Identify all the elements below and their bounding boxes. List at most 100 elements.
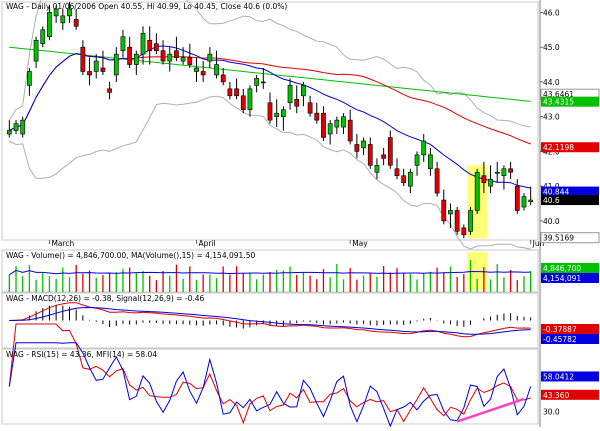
macd-legend: WAG - MACD(12,26) = -0.38, Signal(12,26,… (6, 294, 205, 303)
candle-body (120, 36, 126, 51)
rsi-callout-label-0: 58.0412 (543, 372, 574, 381)
candle-body (227, 88, 233, 97)
macd-callout-label-0: -0.37887 (543, 325, 577, 334)
candle-body (60, 15, 66, 24)
price-callout-label-5: 39.5169 (543, 234, 574, 243)
candle-body (174, 50, 179, 58)
candle-body (354, 144, 360, 152)
macd-line (9, 302, 531, 338)
price-callout-box-5 (540, 232, 600, 244)
macd-callout-box-0 (541, 324, 599, 334)
volume-callout-label-1: 4,154,091 (543, 274, 581, 283)
candle-body (461, 227, 467, 236)
candle-body (100, 67, 106, 72)
candle-body (468, 210, 473, 232)
candle-body (254, 78, 260, 86)
candle-body (394, 168, 400, 177)
price-callout-label-1: 43.4315 (543, 98, 574, 107)
candle-body (240, 95, 246, 111)
rsi-callout-box-0 (541, 371, 599, 382)
price-callout-box-3 (541, 186, 599, 197)
candle-body (401, 175, 407, 183)
candle-body (321, 112, 326, 138)
candle-body (287, 85, 293, 104)
macd-signal-line (9, 306, 531, 335)
candle-body (347, 119, 353, 142)
macd-callout-label-1: -0.45782 (543, 335, 577, 344)
candle-body (274, 112, 280, 117)
volume-legend: WAG - Volume() = 4,846,700.00, MA(Volume… (6, 251, 255, 260)
candle-body (160, 50, 166, 62)
rsi-callout-label-1: 43.360 (543, 391, 569, 400)
macd-callout-box-1 (541, 334, 599, 344)
candle-body (180, 57, 186, 62)
candle-body (113, 53, 119, 76)
month-label-1: April (198, 239, 215, 248)
candle-body (341, 116, 346, 128)
volume-callout-box-1 (541, 273, 599, 283)
candle-body (474, 171, 480, 211)
candle-body (428, 154, 433, 170)
candle-body (528, 199, 534, 203)
candle-body (448, 210, 453, 215)
candle-body (334, 119, 340, 128)
volume-callout-label-0: 4,846,700 (543, 264, 581, 273)
mfi-line (8, 342, 532, 428)
candle-body (294, 98, 300, 107)
rsi-callout-box-1 (541, 389, 599, 400)
candle-body (27, 71, 32, 86)
candle-body (147, 39, 153, 51)
candle-body (67, 8, 72, 17)
candle-body (133, 53, 139, 65)
price-callout-label-3: 40.844 (543, 188, 569, 197)
price-tick-label-3: 43.0 (543, 113, 560, 122)
rsi-trendline (456, 397, 525, 423)
candle-body (187, 57, 193, 65)
candle-body (280, 109, 286, 117)
candle-body (154, 43, 159, 51)
candle-body (414, 154, 420, 166)
price-tick-label-6: 46.0 (543, 8, 560, 17)
candle-body (40, 29, 46, 44)
price-callout-box-2 (541, 142, 599, 153)
volume-ma-line (9, 269, 531, 276)
candle-body (514, 185, 520, 211)
month-label-2: May (352, 239, 368, 248)
price-callout-box-1 (541, 96, 599, 107)
price-callout-box-4 (541, 195, 599, 206)
candle-body (33, 39, 39, 62)
price-callout-label-4: 40.6 (543, 196, 560, 205)
candle-body (301, 85, 306, 97)
candle-body (307, 102, 313, 114)
candle-body (127, 46, 133, 65)
candle-body (247, 88, 253, 111)
candle-body (454, 210, 460, 232)
candle-body (361, 140, 366, 149)
candle-body (73, 19, 79, 27)
panel-frame-3 (1, 348, 539, 425)
candle-body (13, 123, 19, 131)
month-label-3: Jun (532, 239, 545, 248)
candle-body (6, 130, 12, 135)
candle-body (214, 64, 219, 76)
candle-body (93, 60, 99, 72)
candle-body (434, 168, 440, 194)
candle-body (80, 46, 86, 72)
candle-body (207, 53, 213, 62)
candle-body (367, 144, 373, 166)
highlight-volume (467, 252, 488, 290)
candle-body (200, 71, 206, 76)
volume-callout-box-0 (541, 263, 599, 273)
price-tick-label-4: 44.0 (543, 78, 560, 87)
candle-body (407, 171, 413, 187)
candle-body (521, 196, 527, 208)
candle-body (87, 71, 92, 76)
candle-body (260, 81, 266, 84)
rsi-legend: WAG - RSI(15) = 43.36, MFI(14) = 58.04 (6, 350, 157, 359)
price-callout-label-2: 42.1198 (543, 143, 574, 152)
candle-body (508, 168, 513, 173)
price-tick-label-0: 40.0 (543, 217, 560, 226)
candle-body (267, 102, 273, 121)
